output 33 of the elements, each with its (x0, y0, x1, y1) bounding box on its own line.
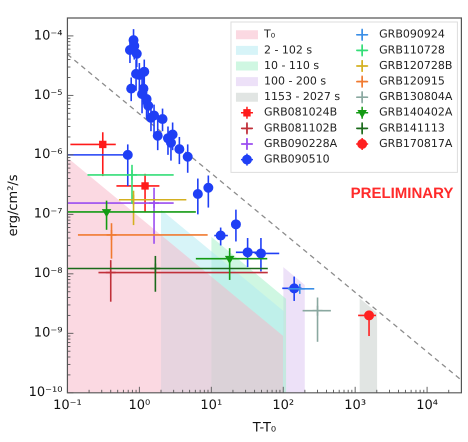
legend-label: GRB090228A (264, 136, 338, 150)
legend-label: GRB081102B (264, 121, 338, 134)
annotation: PRELIMINARY (350, 185, 454, 202)
y-tick-label: 10⁻⁴ (34, 28, 62, 44)
y-tick-label: 10⁻¹⁰ (28, 385, 62, 400)
x-tick-label: 10¹ (200, 398, 222, 413)
y-tick-label: 10⁻⁶ (34, 147, 62, 162)
x-tick-label: 10⁴ (416, 398, 438, 413)
x-tick-label: 10³ (344, 398, 366, 413)
legend-label: GRB140402A (379, 106, 453, 119)
legend-label: 2 - 102 s (264, 43, 312, 56)
legend-label: GRB141113 (379, 121, 445, 134)
legend-label: GRB170817A (379, 136, 453, 150)
x-tick-label: 10² (272, 398, 294, 413)
x-tick-label: 10⁰ (128, 398, 150, 413)
legend-label: GRB120915 (379, 74, 445, 88)
y-tick-label: 10⁻⁹ (34, 326, 62, 341)
legend-label: GRB130804A (379, 90, 453, 104)
legend-label: GRB090510 (264, 152, 330, 166)
legend-label: GRB081024B (264, 106, 338, 119)
legend-label: T₀ (262, 28, 276, 41)
y-tick-label: 10⁻⁷ (34, 206, 62, 222)
y-tick-label: 10⁻⁸ (34, 266, 62, 282)
legend-label: 10 - 110 s (264, 58, 320, 72)
legend-label: GRB110728 (379, 43, 445, 56)
y-axis-title: erg/cm²/s (6, 174, 22, 236)
legend-label: 1153 - 2027 s (264, 90, 340, 104)
x-axis-title: T-T₀ (252, 420, 276, 436)
legend-label: 100 - 200 s (264, 74, 326, 88)
legend-label: GRB090924 (379, 28, 445, 41)
y-tick-label: 10⁻⁵ (34, 88, 62, 103)
legend-label: GRB120728B (379, 58, 452, 72)
x-tick-label: 10⁻¹ (53, 398, 82, 413)
